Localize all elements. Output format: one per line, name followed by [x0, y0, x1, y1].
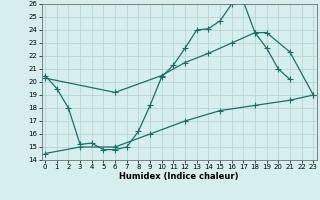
- X-axis label: Humidex (Indice chaleur): Humidex (Indice chaleur): [119, 172, 239, 181]
